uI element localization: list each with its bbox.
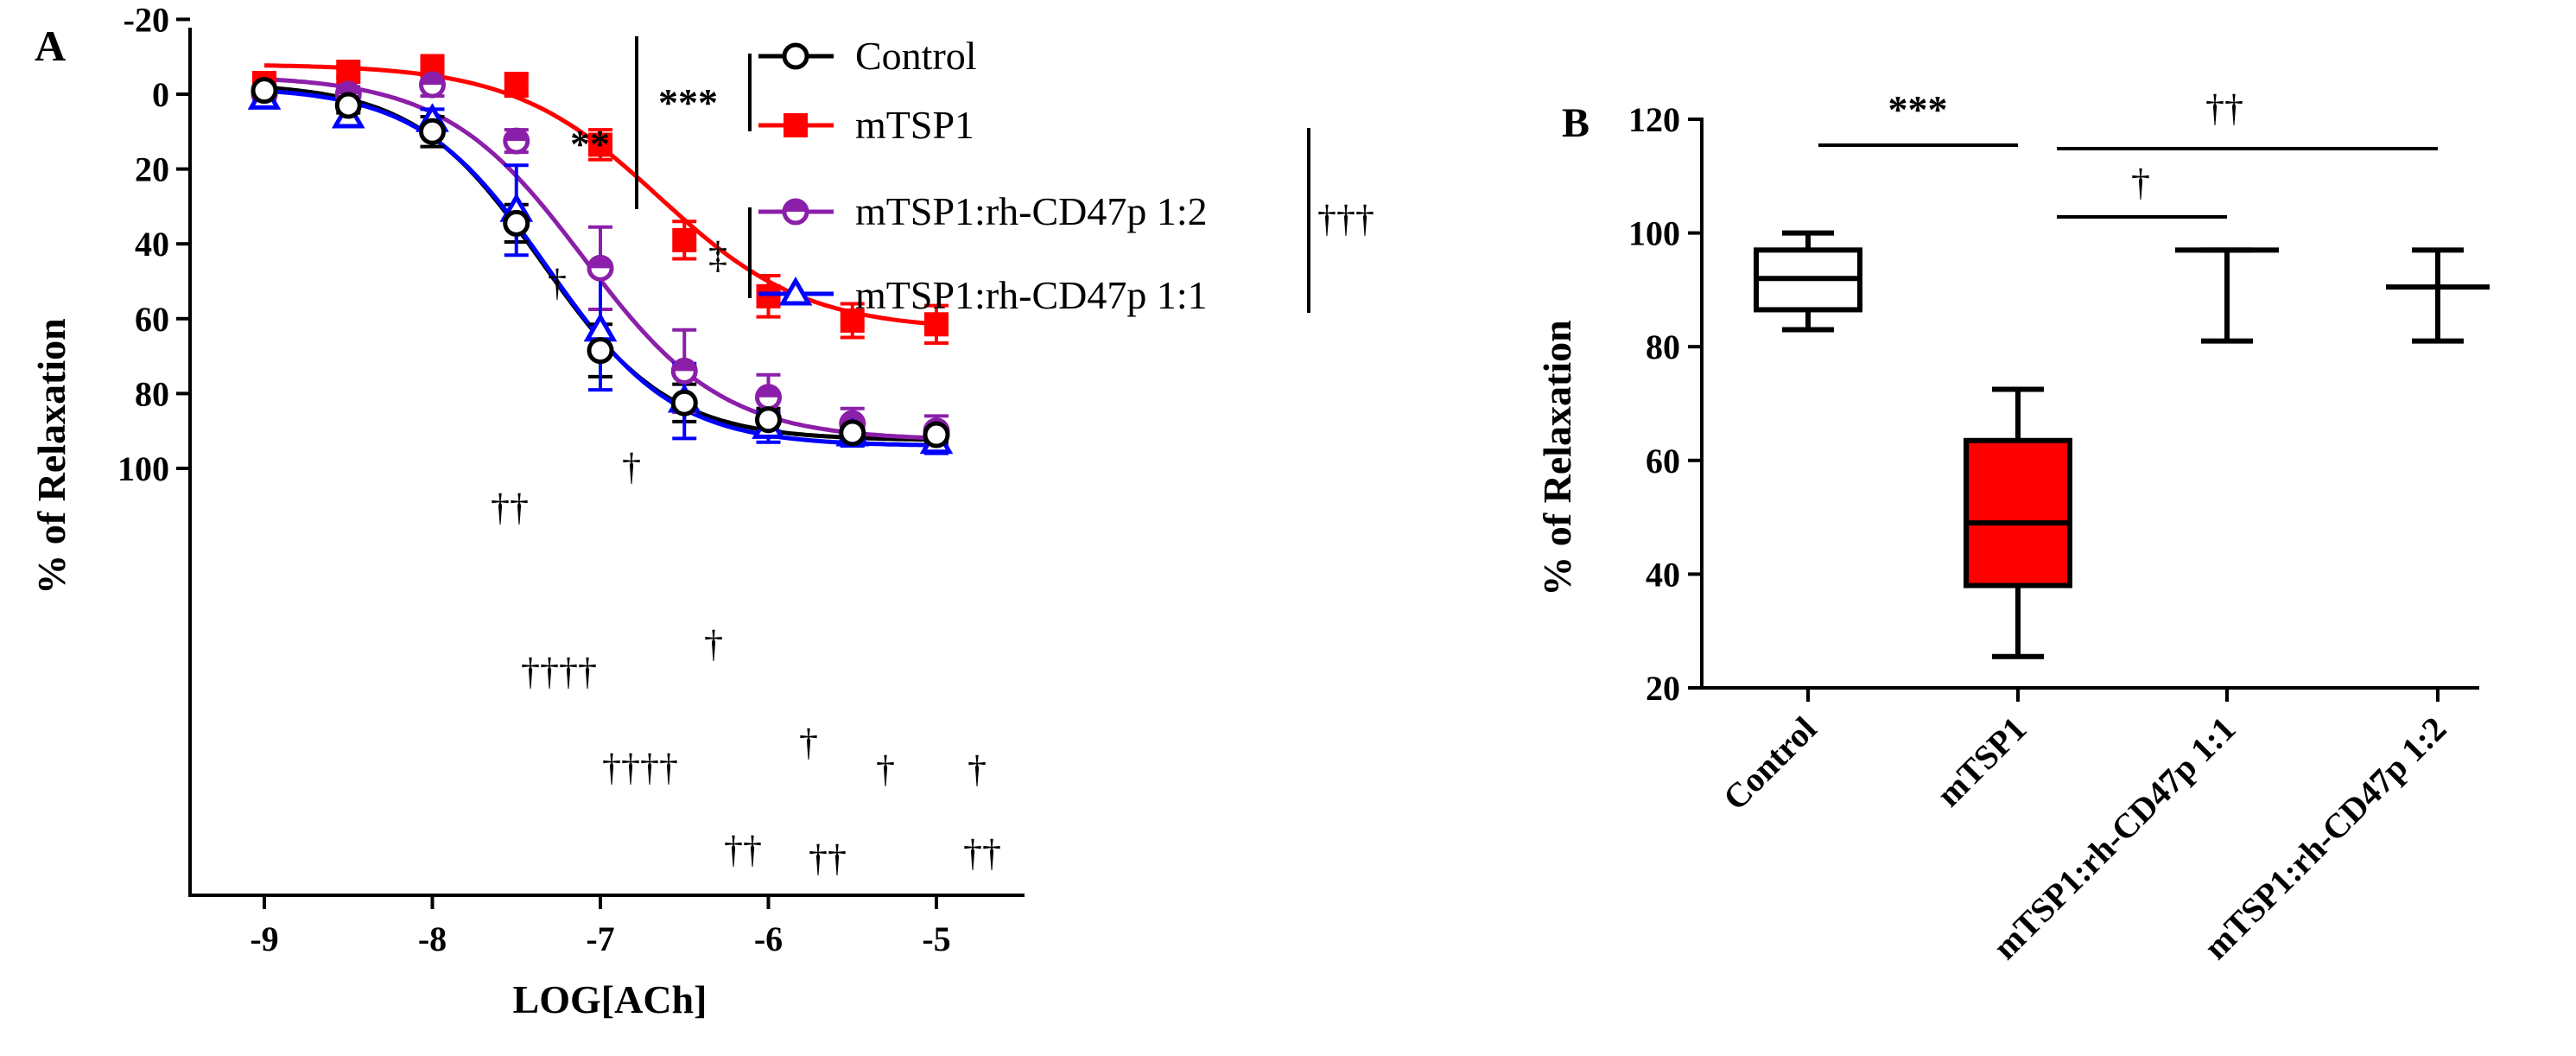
panel-a-x-label: LOG[ACh] <box>513 977 707 1021</box>
dagger-annotation: † <box>548 262 567 304</box>
dagger-annotation: † <box>876 748 895 791</box>
data-point <box>251 77 278 105</box>
data-point <box>588 132 612 157</box>
legend-label: mTSP1:rh-CD47p 1:1 <box>855 273 1208 317</box>
legend-label: mTSP1 <box>855 103 974 147</box>
panel-b-y-label: % of Relaxation <box>1535 320 1579 595</box>
y-tick-label: 100 <box>117 449 169 488</box>
legend-label: mTSP1:rh-CD47p 1:2 <box>855 189 1208 233</box>
data-point <box>587 337 614 365</box>
dagger-annotation: † <box>968 748 987 791</box>
panel-b-y-ticks: 20 40 60 80 100 120 <box>1628 100 1702 708</box>
dagger-annotation: † <box>799 722 818 764</box>
data-point-fill <box>757 385 780 398</box>
panel-a: A -20 0 20 40 60 80 100 -9 -8 -7 -6 -5 LOG[ACh] % … <box>29 0 1374 1021</box>
y-tick-label: 20 <box>1646 669 1680 708</box>
data-point <box>840 308 865 333</box>
data-point <box>670 389 698 417</box>
panel-a-y-ticks: -20 0 20 40 60 80 100 <box>117 0 190 488</box>
y-tick-label: -20 <box>124 0 169 39</box>
panel-a-significance-brackets: ** *** ‡ ††† <box>570 36 1374 313</box>
dagger-annotation: † <box>622 446 641 488</box>
y-tick-label: 100 <box>1628 214 1680 253</box>
y-tick-label: 80 <box>1646 328 1680 366</box>
panel-a-point-annotations: †† † † †††† † †††† † †† †† † † †† <box>491 262 1001 880</box>
legend-marker-triangle <box>778 276 813 306</box>
data-point <box>334 92 362 119</box>
data-point <box>923 421 950 448</box>
x-tick-label: -7 <box>586 919 614 958</box>
y-tick-label: 0 <box>152 75 169 114</box>
legend-marker-circle <box>782 42 809 70</box>
y-tick-label: 120 <box>1628 100 1680 139</box>
data-point <box>504 73 529 98</box>
dagger-annotation: †††† <box>521 651 597 693</box>
panel-a-legend: Control mTSP1 mTSP1:rh-CD47p 1:2 mTSP1:r… <box>758 34 1208 317</box>
data-point-fill <box>673 359 696 372</box>
panel-a-x-ticks: -9 -8 -7 -6 -5 <box>250 895 951 958</box>
legend-item-control: Control <box>758 34 977 78</box>
panel-b-boxes <box>1754 230 2490 659</box>
dagger-annotation: † <box>704 623 723 665</box>
x-tick-label: mTSP1:rh-CD47p 1:1 <box>1985 709 2243 967</box>
dagger-annotation: †††† <box>602 747 678 789</box>
significance-label: † <box>2131 162 2150 204</box>
bracket-stars-inner: *** <box>658 80 718 124</box>
data-point <box>756 283 781 309</box>
data-point <box>336 60 361 85</box>
y-tick-label: 20 <box>135 150 169 189</box>
y-tick-label: 40 <box>1646 555 1680 594</box>
dagger-annotation: †† <box>809 837 847 880</box>
y-tick-label: 60 <box>1646 442 1680 480</box>
x-tick-label: mTSP1 <box>1929 709 2034 814</box>
x-tick-label: -9 <box>250 919 278 958</box>
x-tick-label: -8 <box>418 919 447 958</box>
panel-b-significance: *** † †† <box>1818 87 2438 219</box>
panel-b-label: B <box>1562 100 1589 146</box>
data-point <box>503 209 530 237</box>
y-tick-label: 40 <box>135 225 169 264</box>
legend-marker-square <box>784 113 808 137</box>
data-point-fill <box>421 73 444 86</box>
x-tick-label: -6 <box>754 919 783 958</box>
data-point-fill <box>589 257 612 269</box>
y-tick-label: 80 <box>135 374 169 413</box>
x-tick-label: Control <box>1716 709 1824 818</box>
x-tick-label: -5 <box>922 919 950 958</box>
dagger-annotation: †† <box>724 829 762 871</box>
panel-a-data-points <box>247 54 954 455</box>
panel-a-y-label: % of Relaxation <box>29 318 73 594</box>
legend-item-mtsp1: mTSP1 <box>758 103 974 147</box>
data-point-fill <box>504 130 528 142</box>
y-tick-label: 60 <box>135 300 169 339</box>
legend-item-1-2: mTSP1:rh-CD47p 1:2 <box>758 189 1208 233</box>
legend-label: Control <box>855 34 977 78</box>
bracket-stars-outer: ** <box>570 122 610 166</box>
significance-label: *** <box>1888 87 1948 131</box>
data-point <box>755 406 782 434</box>
data-point <box>672 227 697 252</box>
legend-marker-half-fill <box>784 200 807 212</box>
data-point <box>924 312 949 337</box>
data-point <box>839 419 866 447</box>
data-point-fill <box>337 83 360 94</box>
legend-item-1-1: mTSP1:rh-CD47p 1:1 <box>758 273 1208 317</box>
box-body <box>1964 437 2072 588</box>
dagger-annotation: †† <box>491 487 529 529</box>
data-point <box>419 118 446 145</box>
dagger-annotation: †† <box>963 832 1001 875</box>
panel-a-label: A <box>35 22 66 70</box>
significance-label: †† <box>2205 87 2243 130</box>
bracket-right-daggers: ††† <box>1317 198 1374 240</box>
x-tick-label: mTSP1:rh-CD47p 1:2 <box>2196 709 2453 967</box>
bracket-double-dagger: ‡ <box>708 234 727 277</box>
